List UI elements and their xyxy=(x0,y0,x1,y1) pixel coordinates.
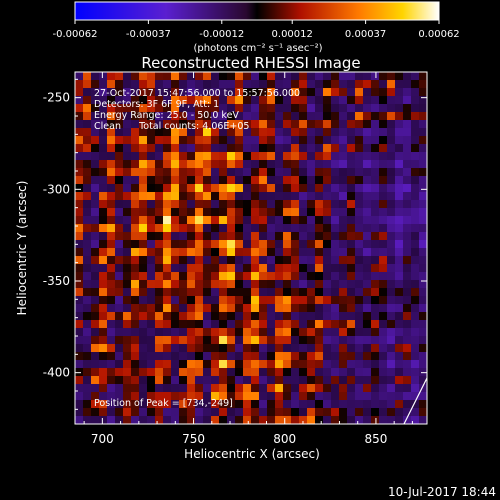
heatmap-cells xyxy=(75,72,427,424)
y-tick-label: -350 xyxy=(43,274,70,288)
x-axis: 700 750 800 850 xyxy=(83,72,413,446)
plot-frame xyxy=(74,71,428,425)
colorbar-unit-label: (photons cm⁻² s⁻¹ asec⁻²) xyxy=(193,43,322,54)
annotation-text: Detectors: 3F 6F 9F, Att: 1 xyxy=(94,99,219,110)
y-tick-label: -400 xyxy=(43,366,70,380)
annotation-text: 27-Oct-2017 15:47:56.000 to 15:57:56.000 xyxy=(94,88,300,99)
annotation-text: Clean Total counts: 4.06E+05 xyxy=(94,121,249,132)
x-axis-label: Heliocentric X (arcsec) xyxy=(184,447,320,461)
x-tick-label: 700 xyxy=(91,432,114,446)
chart-title: Reconstructed RHESSI Image xyxy=(141,54,360,72)
annotation-text: Position of Peak = [734,-249] xyxy=(94,398,233,409)
colorbar-tick-label: -0.00037 xyxy=(126,29,171,40)
colorbar-tick-label: 0.00037 xyxy=(345,29,386,40)
x-tick-label: 750 xyxy=(182,432,205,446)
limb-line xyxy=(403,377,427,424)
x-tick-label: 850 xyxy=(364,432,387,446)
annotations: 27-Oct-2017 15:47:56.000 to 15:57:56.000… xyxy=(94,88,300,409)
colorbar-gradient xyxy=(74,1,440,21)
y-tick-label: -300 xyxy=(43,182,70,196)
plot-area xyxy=(75,72,427,424)
y-axis-label: Heliocentric Y (arcsec) xyxy=(15,181,29,316)
y-axis: -250 -300 -350 -400 xyxy=(43,78,427,410)
colorbar-tick-label: -0.00062 xyxy=(53,29,98,40)
x-tick-label: 800 xyxy=(273,432,296,446)
colorbar-ticks: -0.00062 -0.00037 -0.00012 0.00012 0.00037 0.… xyxy=(53,20,460,40)
colorbar-tick-label: 0.00062 xyxy=(418,29,459,40)
colorbar-tick-label: 0.00012 xyxy=(272,29,313,40)
colorbar: -0.00062 -0.00037 -0.00012 0.00012 0.00037 0.… xyxy=(53,1,460,54)
annotation-text: Energy Range: 25.0 - 50.0 keV xyxy=(94,110,239,121)
y-tick-label: -250 xyxy=(43,91,70,105)
footer-timestamp: 10-Jul-2017 18:44 xyxy=(388,485,496,499)
colorbar-tick-label: -0.00012 xyxy=(199,29,244,40)
